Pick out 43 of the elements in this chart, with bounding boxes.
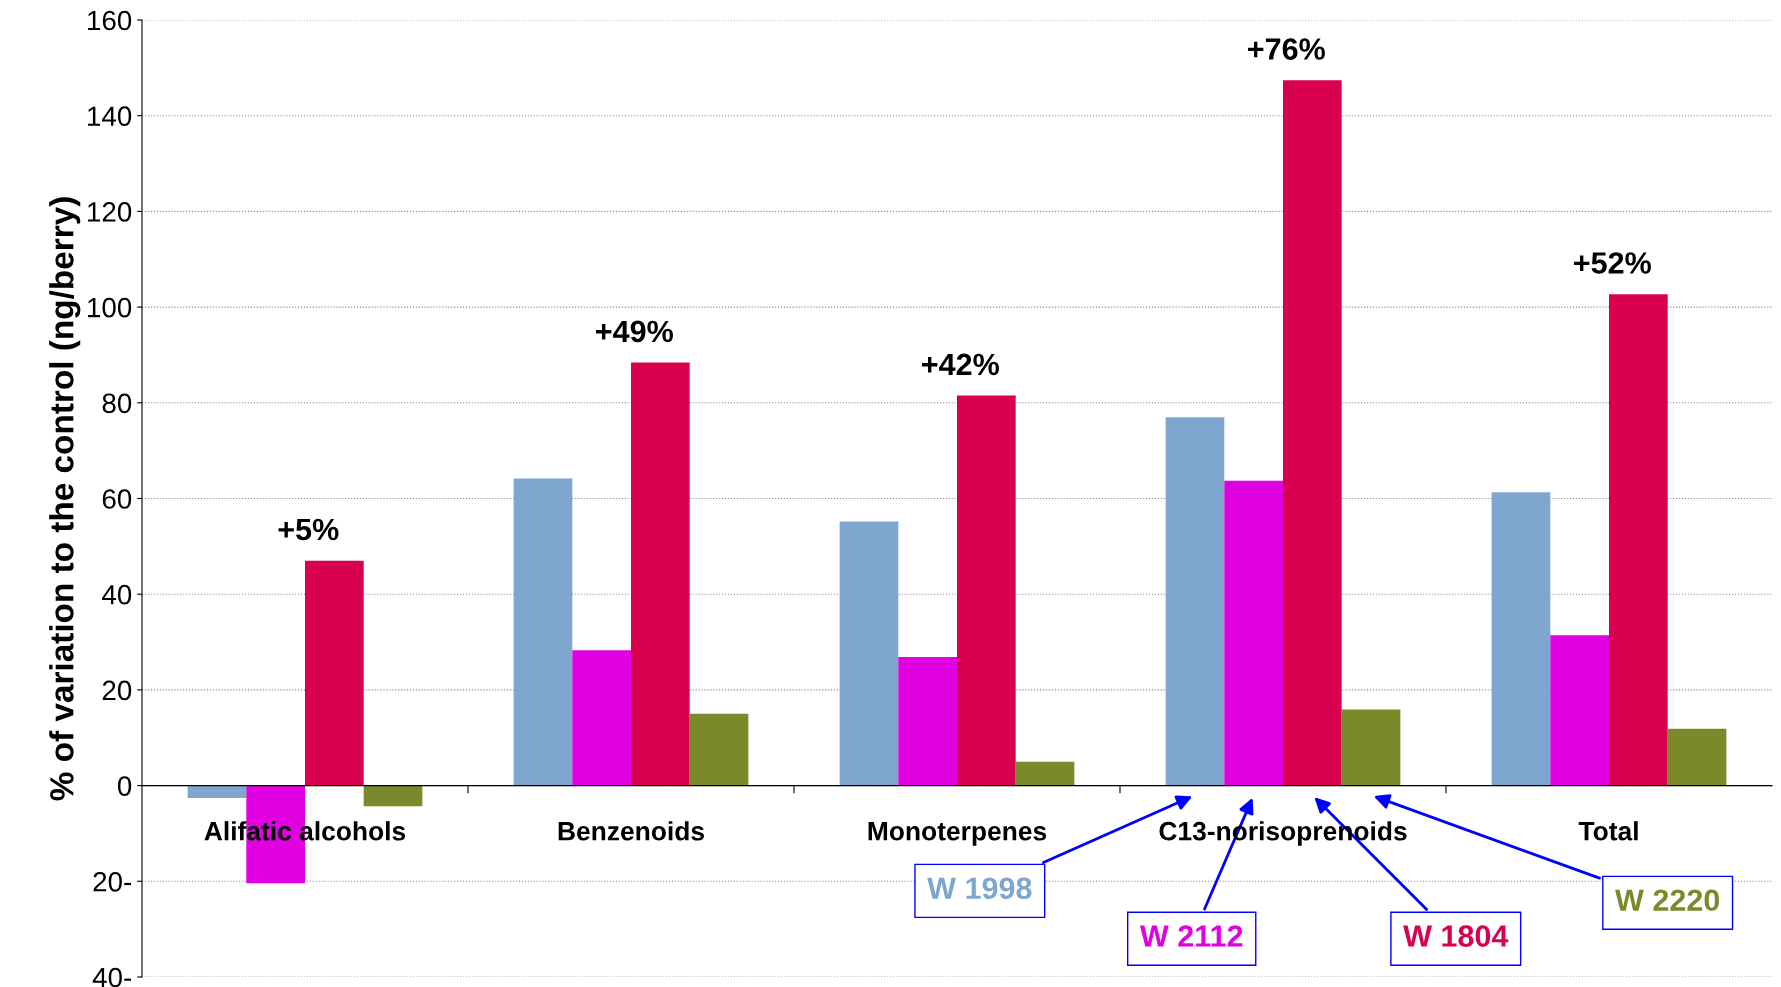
bar — [1165, 417, 1225, 786]
annotation: +42% — [922, 353, 999, 376]
y-tick-label: 0 — [117, 776, 132, 796]
bar — [839, 521, 899, 786]
y-tick-label: 40 — [102, 584, 132, 605]
y-tick-label: 100 — [88, 297, 132, 318]
y-tick-label: 80 — [102, 393, 132, 414]
bar — [1491, 492, 1551, 786]
bar — [305, 560, 364, 786]
annotation: +76% — [1248, 38, 1325, 60]
y-tick-label: 160 — [88, 10, 132, 31]
bar — [572, 650, 631, 786]
y-tick-label: 40- — [92, 967, 132, 987]
bar — [513, 478, 573, 786]
y-tick-label: 120 — [88, 202, 132, 222]
text: W 1998 — [927, 877, 1032, 900]
bar — [363, 785, 423, 807]
x-tick-label: Monoterpenes — [868, 822, 1047, 846]
y-tick-label: 20- — [93, 871, 132, 892]
bar — [1667, 728, 1727, 786]
bar — [187, 785, 247, 799]
annotation: +5% — [278, 518, 339, 541]
bar — [689, 713, 749, 786]
y-tick-label: 140 — [88, 106, 132, 127]
bar — [957, 395, 1016, 786]
y-tick-label: 20 — [102, 680, 132, 701]
bar — [1609, 294, 1668, 786]
bar — [898, 656, 957, 786]
annotation: +52% — [1574, 252, 1651, 274]
text: W 1804 — [1403, 925, 1509, 947]
y-axis-title: % of variation to the control (ng/berry) — [49, 197, 81, 801]
annotation: +49% — [596, 320, 673, 343]
bar — [1550, 635, 1609, 786]
bar — [1341, 709, 1401, 786]
x-tick-label: Benzenoids — [558, 821, 704, 841]
bar — [1015, 761, 1075, 786]
text: W 2112 — [1139, 925, 1243, 947]
x-tick-label: Total — [1578, 821, 1638, 841]
bar — [1283, 80, 1342, 786]
bar — [631, 362, 690, 786]
bar — [1224, 480, 1283, 786]
y-tick-label: 60 — [102, 489, 132, 509]
text: W 2220 — [1615, 889, 1720, 912]
